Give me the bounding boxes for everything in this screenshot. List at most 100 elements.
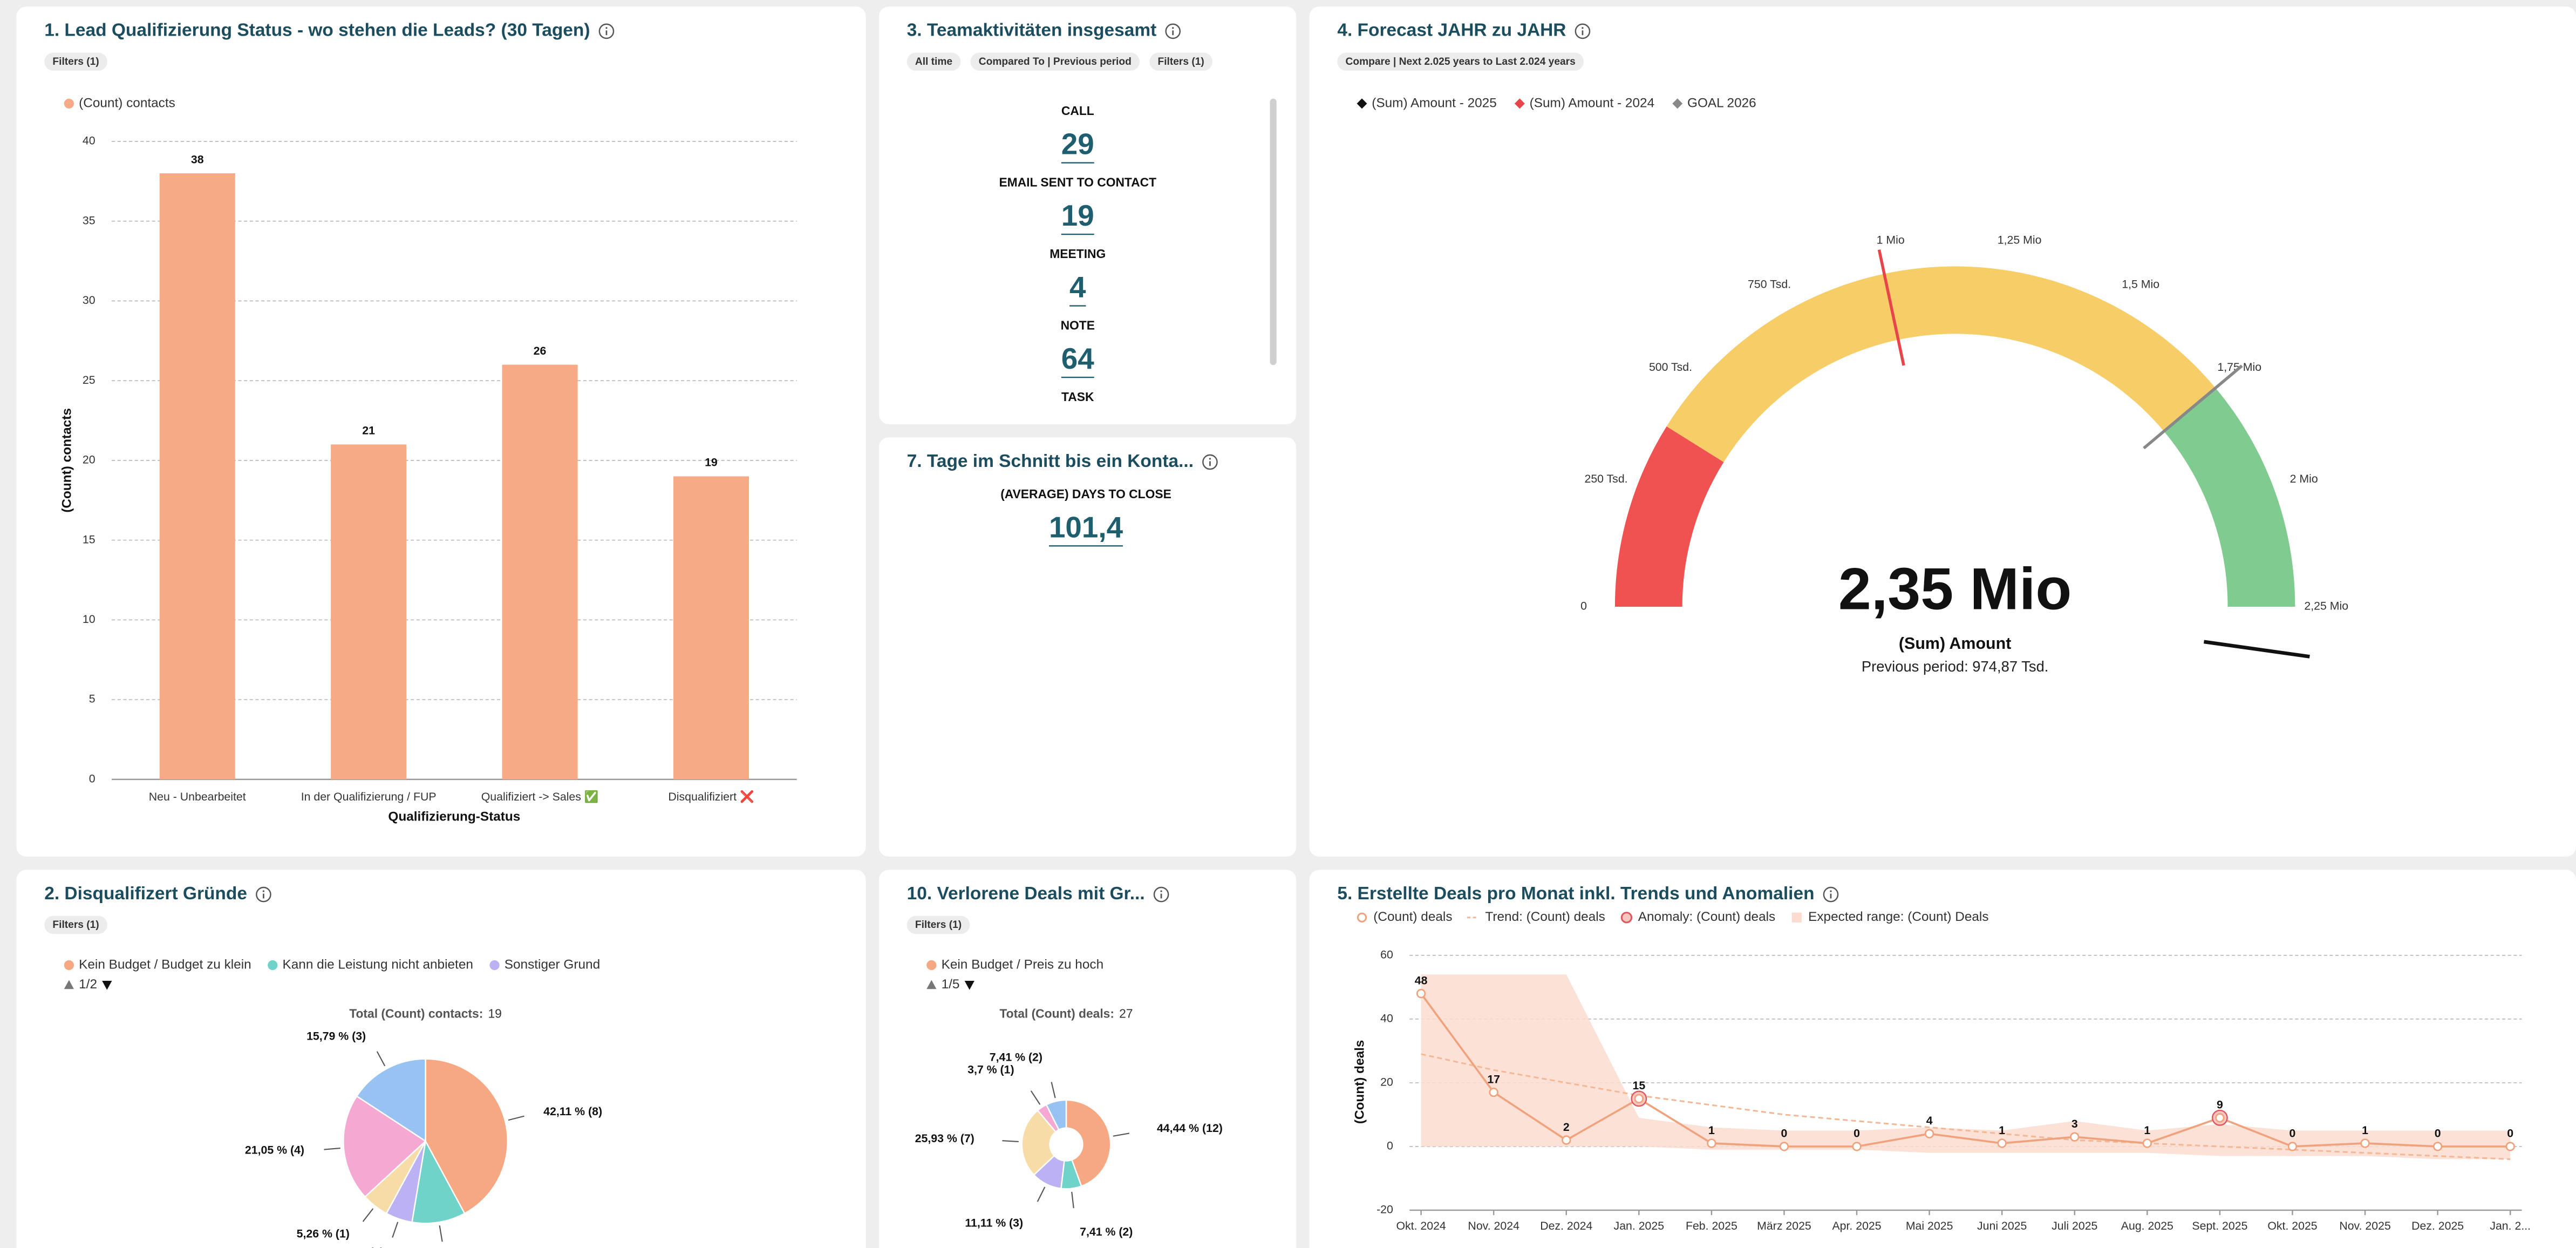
info-icon [1202,454,1218,470]
x-tick-label: Disqualifiziert ❌ [668,790,754,804]
legend-label: Kein Budget / Preis zu hoch [942,958,1104,972]
x-tick-label: In der Qualifizierung / FUP [301,790,437,803]
slice [1065,1099,1112,1187]
slice [356,1058,426,1143]
panel [878,437,1297,857]
legend-label: Kein Budget / Budget zu klein [79,958,251,972]
data-point [1924,1129,1934,1138]
y-tick-label: 0 [1387,1140,1393,1152]
kpi-value: 101,4 [1049,510,1123,544]
x-tick-label: Okt. 2024 [1396,1219,1446,1232]
legend-label: Trend: (Count) deals [1485,910,1605,924]
x-tick-label: Feb. 2025 [1686,1219,1737,1232]
chart-title: 4. Forecast JAHR zu JAHR [1337,21,1566,40]
x-axis-title: Qualifizierung-Status [388,809,520,824]
y-tick-label: 5 [89,693,96,706]
gauge-comparison: Previous period: 974,87 Tsd. [1862,658,2049,675]
filter-chip-label: Compare | Next 2.025 years to Last 2.024… [1346,56,1576,67]
data-line [1420,993,2511,1148]
gauge-tick-label: 1,25 Mio [1998,234,2042,247]
filter-chip[interactable] [44,915,107,934]
filter-chip[interactable] [907,52,961,71]
slice-label: 3,7 % (1) [967,1063,1014,1076]
info-icon [1582,27,1584,29]
legend-marker [1791,912,1802,923]
legend-marker [926,960,937,971]
chart-title: 3. Teamaktivitäten insgesamt [907,21,1157,40]
filter-chip-label: Filters (1) [52,56,99,67]
y-tick-label: 20 [83,453,96,466]
x-tick-label: Okt. 2025 [2267,1219,2317,1232]
slice-label: 42,11 % (8) [543,1105,602,1118]
leader-line [508,1115,524,1121]
x-tick-label: Mai 2025 [1906,1219,1953,1232]
slice-label: 7,41 % (2) [990,1051,1042,1064]
leader-line [324,1148,340,1150]
legend-marker [268,960,278,971]
filter-chip-label: Filters (1) [52,919,99,931]
legend-page-down [102,981,112,990]
y-tick-label: 20 [1380,1075,1393,1088]
gauge-tick-label: 2 Mio [2290,472,2318,485]
info-icon [605,27,608,29]
x-tick-label: Juli 2025 [2052,1219,2097,1232]
filter-chip-label: Filters (1) [915,919,962,931]
legend-marker [64,98,74,109]
slice-label: 44,44 % (12) [1157,1122,1223,1135]
filter-chip[interactable] [44,52,107,71]
legend-page-up [64,980,74,989]
x-tick-label: Nov. 2025 [2339,1219,2390,1232]
y-tick-label: 15 [83,533,96,546]
total-label: Total (Count) contacts: [349,1006,483,1020]
data-label: 0 [2435,1127,2441,1140]
gauge-tick-label: 500 Tsd. [1649,361,1692,374]
filter-chip[interactable] [970,52,1140,71]
gauge-band [1614,426,1724,607]
kpi-label: CALL [1061,104,1094,118]
legend-marker [1357,912,1367,923]
gauge-tick-label: 1 Mio [1877,234,1905,247]
data-point [2432,1142,2443,1151]
expected-range [1421,974,2511,1159]
filter-chip[interactable] [1149,52,1213,71]
info-icon [1575,23,1591,39]
filter-chip[interactable] [1337,52,1584,71]
leader-line [1051,1082,1056,1098]
leader-line [1030,1090,1041,1105]
chart-title: 10. Verlorene Deals mit Gr... [907,884,1145,904]
panel [16,870,866,1248]
leader-line [1002,1140,1019,1143]
leader-line [1113,1132,1130,1137]
gauge-marker [2203,640,2310,659]
info-icon [1172,27,1174,29]
panel [878,6,1297,424]
gauge-tick-label: 0 [1580,600,1587,613]
data-point [1779,1142,1789,1151]
leader-line [1071,1191,1074,1209]
info-icon [1160,890,1162,892]
gauge-band [1666,266,2216,463]
x-tick-label: Dez. 2024 [1540,1219,1592,1232]
x-tick-label: Dez. 2025 [2411,1219,2464,1232]
legend-marker [489,960,500,971]
data-label: 3 [2071,1117,2078,1130]
leader-line [392,1222,399,1238]
gauge-marker [2143,364,2243,450]
data-point [1852,1142,1862,1151]
data-label: 21 [362,424,375,437]
x-tick-label: Jan. 2... [2490,1219,2531,1232]
slice-label: 11,11 % (3) [965,1217,1023,1230]
data-point [2142,1138,2152,1148]
legend-label: Expected range: (Count) Deals [1808,910,1988,924]
gauge-tick-label: 2,25 Mio [2304,600,2348,613]
data-point [1634,1094,1644,1104]
filter-chip-label: Filters (1) [1158,56,1204,67]
filter-chip[interactable] [907,915,970,934]
slice-label: 7,41 % (2) [1080,1225,1133,1238]
data-point [1997,1138,2007,1148]
x-tick-label: Juni 2025 [1977,1219,2027,1232]
info-icon [1153,886,1169,903]
chart-title: 7. Tage im Schnitt bis ein Konta... [907,451,1194,471]
total-label: Total (Count) deals: [999,1006,1114,1020]
slice [425,1058,508,1215]
